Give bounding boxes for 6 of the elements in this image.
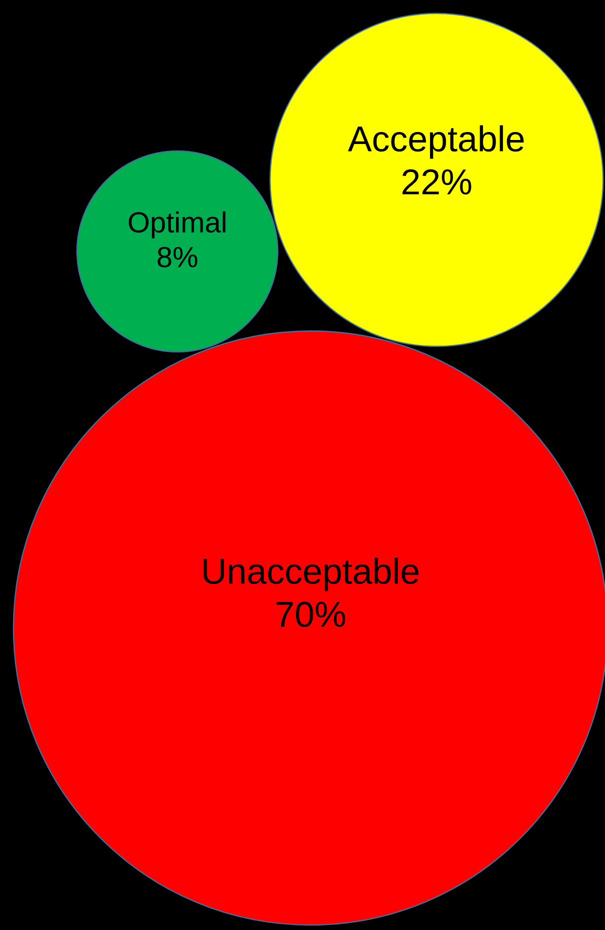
data-label: 22% xyxy=(402,169,472,194)
category-label: Acceptable xyxy=(348,125,524,159)
category-label: Optimal xyxy=(128,211,226,238)
data-label: 70% xyxy=(276,602,346,628)
data-label: 8% xyxy=(158,246,198,268)
category-label: Unacceptable xyxy=(204,558,419,592)
